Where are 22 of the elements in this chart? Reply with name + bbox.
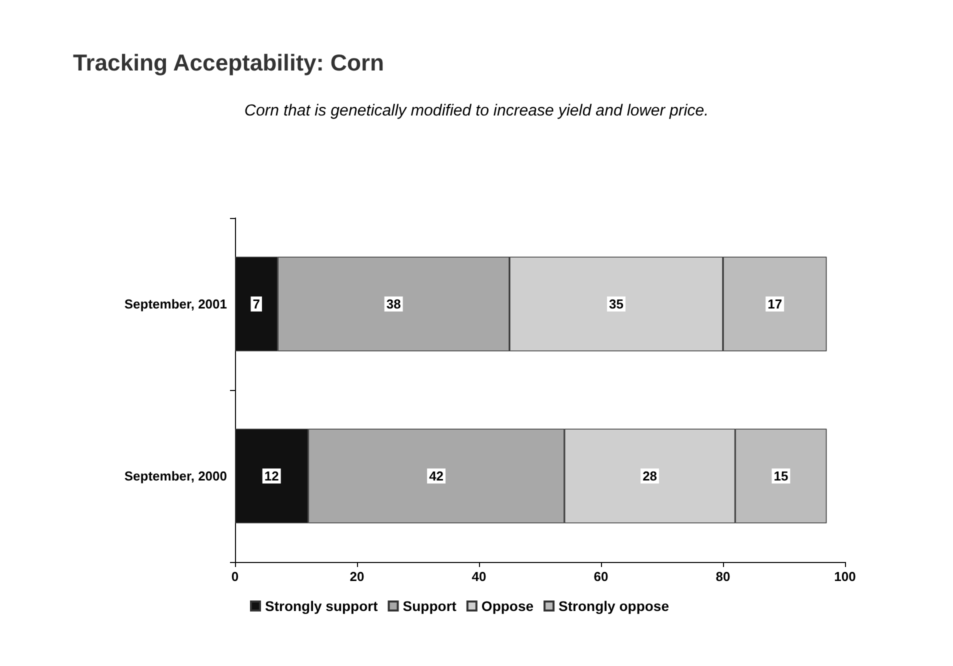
x-tick-label: 80	[716, 569, 730, 584]
y-tick-label: September, 2001	[124, 296, 227, 312]
legend-label: Strongly support	[265, 598, 378, 614]
x-tick-label: 0	[231, 569, 239, 584]
data-label: 12	[264, 468, 279, 484]
x-tick-label: 100	[834, 569, 856, 584]
x-tick-label: 40	[472, 569, 486, 584]
data-label: 42	[429, 468, 444, 484]
data-label: 7	[252, 296, 260, 312]
data-label: 38	[386, 296, 401, 312]
chart-title: Tracking Acceptability: Corn	[73, 50, 384, 76]
y-tick-label: September, 2000	[124, 468, 227, 484]
legend-label: Support	[402, 598, 457, 614]
data-label: 28	[642, 468, 658, 484]
chart-subtitle: Corn that is genetically modified to increase yield and lower price.	[244, 102, 709, 120]
legend-label: Oppose	[481, 598, 534, 614]
legend-label: Strongly oppose	[558, 598, 670, 614]
data-label: 17	[768, 296, 782, 312]
data-label: 15	[774, 468, 788, 484]
x-tick-label: 20	[350, 569, 364, 584]
x-tick-label: 60	[594, 569, 608, 584]
data-label: 35	[609, 296, 624, 312]
